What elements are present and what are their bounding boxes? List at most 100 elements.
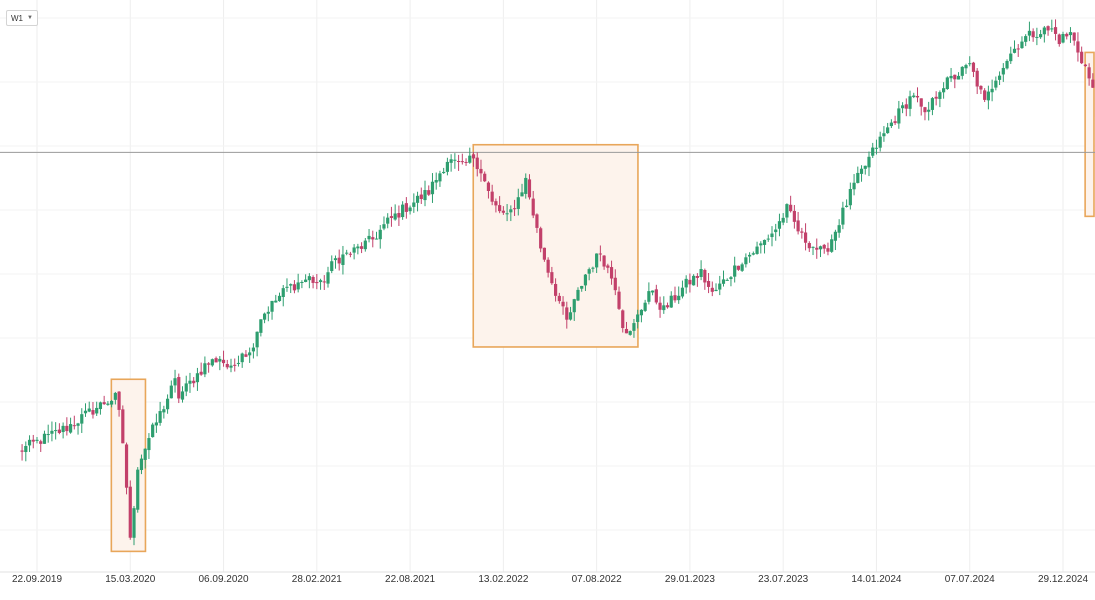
candle-body — [154, 422, 158, 426]
candle-body — [598, 253, 602, 255]
candle-body — [139, 458, 144, 471]
candle-body — [494, 201, 498, 206]
candle-body — [326, 272, 330, 284]
candle-body — [561, 301, 565, 307]
candle-body — [54, 430, 58, 432]
candle-body — [348, 253, 352, 255]
candle-body — [430, 181, 435, 195]
candle-body — [471, 154, 476, 159]
candle-body — [1065, 33, 1069, 37]
x-tick-label: 23.07.2023 — [758, 574, 808, 585]
candle-body — [789, 204, 793, 212]
candle-body — [1046, 26, 1050, 31]
candle-body — [830, 239, 834, 252]
candle-body — [98, 402, 103, 410]
candle-body — [990, 88, 994, 93]
candle-body — [262, 313, 267, 320]
candle-body — [706, 281, 711, 287]
candle-body — [1053, 27, 1058, 34]
candle-body — [124, 444, 129, 488]
candle-body — [39, 441, 43, 444]
candle-body — [520, 192, 524, 197]
candle-body — [192, 380, 196, 384]
candle-body — [42, 433, 47, 444]
candle-body — [915, 95, 920, 98]
candle-body — [147, 438, 151, 451]
candle-body — [136, 469, 140, 510]
candle-body — [274, 300, 278, 303]
candle-body — [50, 430, 54, 434]
candle-body — [930, 98, 935, 110]
candle-body — [259, 319, 263, 333]
candle-body — [516, 197, 520, 209]
candle-body — [572, 299, 576, 313]
candle-body — [445, 161, 449, 172]
candle-body — [811, 246, 815, 248]
candle-body — [121, 409, 125, 444]
candle-body — [501, 210, 505, 213]
x-axis: 22.09.2019 15.03.2020 06.09.2020 28.02.2021… — [12, 574, 1088, 585]
candle-body — [718, 283, 722, 290]
candle-body — [807, 243, 811, 249]
candle-body — [453, 159, 457, 161]
candle-body — [423, 190, 427, 201]
candle-body — [1001, 67, 1005, 75]
candle-body — [195, 373, 200, 383]
candle-body — [744, 257, 748, 265]
candle-body — [837, 225, 841, 233]
candle-body — [602, 255, 606, 267]
highlight-boxes — [110, 51, 1095, 553]
x-tick-label: 07.08.2022 — [572, 574, 622, 585]
candle-body — [557, 295, 561, 302]
candle-body — [322, 281, 326, 283]
candle-body — [378, 229, 382, 240]
candle-body — [777, 221, 782, 229]
candle-body — [949, 75, 953, 79]
candle-body — [449, 159, 453, 163]
candle-body — [945, 77, 949, 90]
candle-body — [233, 364, 237, 366]
candle-body — [695, 275, 699, 278]
candle-body — [367, 235, 371, 240]
candle-body — [621, 310, 625, 329]
candle-body — [740, 264, 744, 271]
candle-body — [106, 403, 110, 405]
candle-body — [699, 269, 703, 278]
candle-body — [580, 285, 584, 289]
candle-body — [210, 359, 214, 366]
candle-body — [900, 105, 905, 109]
candle-body — [177, 377, 181, 399]
candle-body — [684, 278, 688, 288]
candle-body — [874, 147, 879, 149]
candle-body — [162, 409, 166, 413]
candle-body — [1072, 32, 1076, 41]
candle-body — [714, 289, 718, 292]
candle-body — [576, 289, 580, 301]
x-tick-label: 22.09.2019 — [12, 574, 62, 585]
candle-body — [792, 210, 796, 222]
candle-body — [680, 287, 685, 297]
highlight-box — [1084, 51, 1095, 218]
candle-body — [117, 391, 121, 410]
candle-body — [289, 284, 293, 286]
candle-body — [333, 258, 338, 261]
x-tick-label: 29.01.2023 — [665, 574, 715, 585]
candle-body — [266, 311, 270, 314]
candle-body — [318, 280, 323, 283]
candles — [20, 19, 1095, 546]
candle-body — [968, 63, 972, 65]
candle-body — [781, 217, 785, 223]
timeframe-selector[interactable]: W1 ▼ — [6, 10, 38, 26]
candle-body — [546, 259, 550, 273]
candle-body — [311, 277, 315, 283]
candle-body — [721, 279, 726, 284]
candle-body — [643, 302, 647, 311]
candle-body — [729, 277, 733, 280]
candle-body — [1087, 67, 1091, 79]
candle-body — [796, 220, 800, 232]
candle-body — [345, 252, 349, 254]
candle-body — [609, 267, 614, 279]
candle-body — [486, 182, 491, 191]
